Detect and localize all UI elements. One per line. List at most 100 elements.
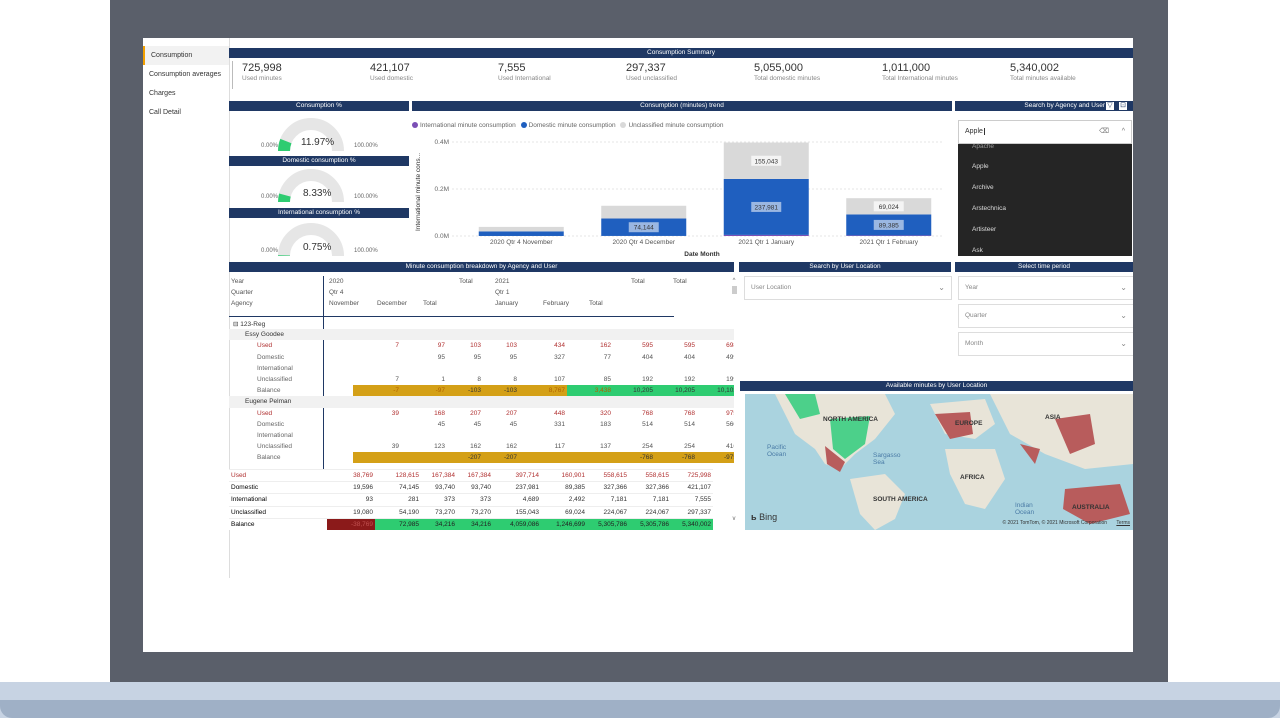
cell xyxy=(629,287,671,298)
cell: Total xyxy=(459,278,473,286)
agency-search-value: Apple xyxy=(965,128,983,135)
nav-item-consumption[interactable]: Consumption xyxy=(143,46,229,65)
legend-unclassified[interactable]: Unclassified minute consumption xyxy=(628,122,724,129)
matrix-scrollbar[interactable]: ^ v xyxy=(731,278,737,522)
cell xyxy=(697,329,734,341)
filter-icon[interactable]: ▽ xyxy=(1105,101,1115,111)
gauge-max: 100.00% xyxy=(354,194,378,200)
cell: 93 xyxy=(327,493,375,507)
cell: 107 xyxy=(554,376,565,384)
row-label: Balance xyxy=(257,387,281,395)
cell: Total xyxy=(423,300,437,308)
cell xyxy=(655,363,697,374)
row-label: International xyxy=(257,431,293,439)
cell: 95 xyxy=(509,353,517,361)
agency-search-input[interactable]: Apple ⌫ ^ xyxy=(958,120,1132,144)
time-period-header: Select time period xyxy=(955,262,1133,272)
cell: 434 xyxy=(554,342,565,350)
agency-search-dropdown[interactable]: Apple ⌫ ^ Apache Apple Archive Arstechni… xyxy=(958,120,1132,256)
bar-0 xyxy=(846,235,932,236)
table-row: Essy Goodee xyxy=(229,329,734,341)
row-label: Eugene Pelman xyxy=(229,396,353,408)
table-row: Used 7 97 103 103 434 162 595 595 698 xyxy=(229,340,734,351)
legend-domestic[interactable]: Domestic minute consumption xyxy=(528,122,616,129)
cell: 167,384 xyxy=(457,468,493,482)
cell: 595 xyxy=(642,342,653,350)
table-row: Domestic 95 95 95 327 77 404 404 499 xyxy=(229,352,734,363)
year-select[interactable]: Year ⌄ xyxy=(958,276,1133,300)
table-row: Balance-207-207-768-768-975 xyxy=(229,452,734,464)
focus-mode-icon[interactable]: ⊡ xyxy=(1118,101,1128,111)
dropdown-item-apple[interactable]: Apple xyxy=(972,163,989,170)
cell: 2020 xyxy=(329,278,344,286)
cell: 725,998 xyxy=(671,468,713,482)
cell: 34,216 xyxy=(421,517,457,530)
map-label-australia: AUSTRALIA xyxy=(1072,504,1110,511)
chevron-up-icon[interactable]: ^ xyxy=(1121,128,1125,135)
legend-international[interactable]: International minute consumption xyxy=(420,122,516,129)
cell: 97 xyxy=(437,342,445,350)
map-label-europe: EUROPE xyxy=(955,420,983,427)
cell xyxy=(671,287,713,298)
cell xyxy=(375,276,421,287)
cell: 514 xyxy=(642,420,653,428)
dropdown-item-archive[interactable]: Archive xyxy=(972,184,994,191)
cell xyxy=(401,329,447,341)
cell xyxy=(519,396,567,408)
map-label-sargasso-sea: Sargasso Sea xyxy=(873,452,901,466)
total-row: Unclassified 19,080 54,190 73,270 73,270 155,… xyxy=(229,505,713,519)
cell: 254 xyxy=(642,443,653,451)
eraser-icon[interactable]: ⌫ xyxy=(1099,128,1109,135)
cell xyxy=(567,452,613,464)
nav-item-call-detail[interactable]: Call Detail xyxy=(149,109,181,116)
row-label: Essy Goodee xyxy=(229,329,353,341)
cell: 10,205 xyxy=(655,385,697,397)
cell: February xyxy=(543,300,570,308)
cell xyxy=(375,287,421,298)
cell: 10,102 xyxy=(697,385,734,397)
scroll-up-icon[interactable]: ^ xyxy=(732,278,736,284)
y-tick-label: 0.4M xyxy=(435,139,449,146)
nav-item-charges[interactable]: Charges xyxy=(149,90,176,97)
cell: 34,216 xyxy=(457,517,493,530)
quarter-select[interactable]: Quarter ⌄ xyxy=(958,304,1133,328)
cell xyxy=(655,318,697,329)
cell xyxy=(483,318,519,329)
cell: November xyxy=(329,300,359,308)
dropdown-item-artisteer[interactable]: Artisteer xyxy=(972,226,997,233)
map-terms-link[interactable]: Terms xyxy=(1116,520,1130,526)
bar-1 xyxy=(478,231,564,236)
month-select[interactable]: Month ⌄ xyxy=(958,332,1133,356)
dropdown-item-arstechnica[interactable]: Arstechnica xyxy=(972,205,1006,212)
x-tick-label: 2021 Qtr 1 February xyxy=(859,239,918,246)
row-label: Balance xyxy=(257,454,281,462)
scroll-thumb[interactable] xyxy=(731,286,737,294)
cell: 167,384 xyxy=(421,468,457,482)
cell: -38,769 xyxy=(327,517,375,530)
cell: 45 xyxy=(437,420,445,428)
gauge-value: 0.75% xyxy=(303,242,332,253)
scroll-down-icon[interactable]: v xyxy=(732,516,736,522)
search-location-header: Search by User Location xyxy=(739,262,951,272)
location-map[interactable]: NORTH AMERICA EUROPE ASIA AFRICA SOUTH A… xyxy=(745,394,1133,530)
cell: 698 xyxy=(726,342,734,350)
map-label-north-america: NORTH AMERICA xyxy=(823,416,879,423)
cell: 320 xyxy=(600,409,611,417)
row-label: International xyxy=(257,364,293,372)
legend-dot-international xyxy=(412,122,418,129)
dropdown-item-ask[interactable]: Ask xyxy=(972,247,983,254)
table-row: Unclassified 39 123 162 162 117 137 254 254 416 xyxy=(229,441,734,452)
dropdown-item-apache[interactable]: Apache xyxy=(972,144,995,150)
cell xyxy=(447,430,483,441)
chevron-down-icon: ⌄ xyxy=(1120,339,1127,348)
row-label: Used xyxy=(229,468,327,482)
data-label-bg xyxy=(873,201,904,212)
nav-item-consumption-averages[interactable]: Consumption averages xyxy=(149,71,221,78)
cell: 595 xyxy=(684,342,695,350)
cell: December xyxy=(377,300,407,308)
cell: 373 xyxy=(457,493,493,507)
user-location-select[interactable]: User Location ⌄ xyxy=(744,276,952,300)
legend-dot-unclassified xyxy=(620,122,627,129)
gauge-min: 0.00% xyxy=(261,143,279,149)
cell: 297,337 xyxy=(671,505,713,519)
